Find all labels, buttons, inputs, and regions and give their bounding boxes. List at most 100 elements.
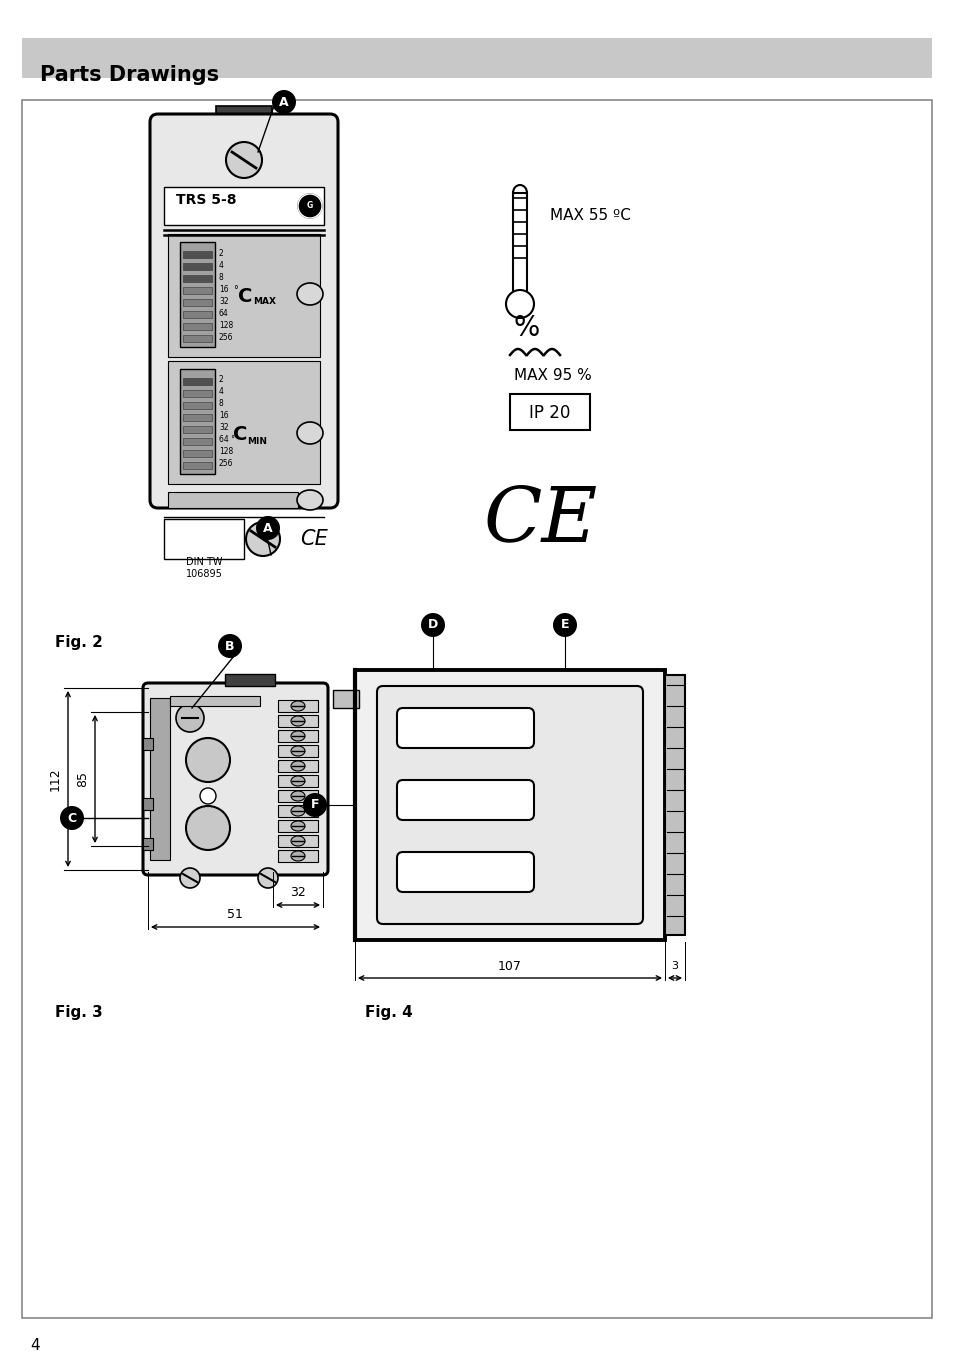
Text: 51: 51: [227, 909, 243, 922]
Text: Fig. 4: Fig. 4: [365, 1005, 413, 1019]
Text: MIN: MIN: [247, 437, 267, 446]
FancyBboxPatch shape: [277, 700, 317, 713]
FancyBboxPatch shape: [225, 675, 274, 685]
FancyBboxPatch shape: [277, 730, 317, 742]
FancyBboxPatch shape: [277, 775, 317, 787]
FancyBboxPatch shape: [277, 790, 317, 802]
Circle shape: [255, 516, 280, 539]
FancyBboxPatch shape: [183, 299, 212, 306]
FancyBboxPatch shape: [183, 450, 212, 457]
Text: 32: 32: [219, 296, 229, 306]
FancyBboxPatch shape: [396, 852, 534, 892]
FancyBboxPatch shape: [277, 760, 317, 772]
Circle shape: [186, 738, 230, 781]
Text: Fig. 2: Fig. 2: [55, 635, 103, 650]
FancyBboxPatch shape: [168, 234, 319, 357]
FancyBboxPatch shape: [170, 696, 260, 706]
Circle shape: [257, 868, 277, 888]
Circle shape: [303, 794, 327, 817]
FancyBboxPatch shape: [143, 838, 152, 850]
Ellipse shape: [291, 791, 305, 800]
Ellipse shape: [291, 836, 305, 846]
FancyBboxPatch shape: [183, 251, 212, 258]
Text: 64: 64: [219, 308, 229, 318]
Text: MAX: MAX: [253, 297, 275, 307]
FancyBboxPatch shape: [183, 389, 212, 397]
FancyBboxPatch shape: [22, 100, 931, 1318]
Text: MAX 55 ºC: MAX 55 ºC: [550, 207, 630, 223]
FancyBboxPatch shape: [143, 798, 152, 810]
FancyBboxPatch shape: [150, 114, 337, 508]
FancyBboxPatch shape: [164, 519, 244, 558]
FancyBboxPatch shape: [183, 402, 212, 410]
Text: A: A: [263, 522, 273, 534]
Text: Parts Drawings: Parts Drawings: [40, 65, 219, 85]
Text: 107: 107: [497, 960, 521, 972]
Text: 2: 2: [219, 376, 224, 384]
FancyBboxPatch shape: [183, 414, 212, 420]
Text: CE: CE: [482, 483, 597, 557]
Text: °: °: [233, 285, 237, 295]
FancyBboxPatch shape: [396, 708, 534, 748]
Text: 8: 8: [219, 273, 224, 281]
Circle shape: [218, 634, 242, 658]
Text: %: %: [514, 314, 539, 342]
Text: 85: 85: [76, 771, 89, 787]
FancyBboxPatch shape: [277, 804, 317, 817]
FancyBboxPatch shape: [183, 287, 212, 293]
Text: D: D: [428, 618, 437, 631]
Text: 4: 4: [219, 261, 224, 269]
Ellipse shape: [291, 731, 305, 741]
FancyBboxPatch shape: [277, 850, 317, 863]
Ellipse shape: [291, 761, 305, 771]
Circle shape: [226, 142, 262, 178]
Text: 32: 32: [290, 887, 306, 899]
Text: A: A: [279, 96, 289, 108]
Ellipse shape: [291, 700, 305, 711]
Text: Fig. 3: Fig. 3: [55, 1005, 103, 1019]
FancyBboxPatch shape: [376, 685, 642, 923]
Text: TRS 5-8: TRS 5-8: [175, 193, 236, 207]
FancyBboxPatch shape: [164, 187, 324, 224]
Ellipse shape: [296, 489, 323, 510]
FancyBboxPatch shape: [510, 393, 589, 430]
Text: 32: 32: [219, 423, 229, 433]
Text: 16: 16: [219, 284, 229, 293]
Text: 256: 256: [219, 460, 233, 469]
Circle shape: [175, 704, 204, 731]
Circle shape: [200, 788, 215, 804]
Text: C: C: [233, 426, 247, 445]
FancyBboxPatch shape: [355, 671, 664, 940]
Ellipse shape: [291, 717, 305, 726]
Text: 64 °: 64 °: [219, 435, 234, 445]
FancyBboxPatch shape: [396, 780, 534, 821]
FancyBboxPatch shape: [143, 738, 152, 750]
Circle shape: [272, 91, 295, 114]
FancyBboxPatch shape: [183, 311, 212, 318]
FancyBboxPatch shape: [183, 438, 212, 445]
Text: G: G: [307, 201, 313, 211]
Text: 112: 112: [49, 767, 62, 791]
Circle shape: [420, 612, 444, 637]
Ellipse shape: [296, 283, 323, 306]
Text: 16: 16: [219, 411, 229, 420]
Text: 128: 128: [219, 448, 233, 457]
FancyBboxPatch shape: [277, 745, 317, 757]
Ellipse shape: [291, 806, 305, 817]
Ellipse shape: [296, 422, 323, 443]
FancyBboxPatch shape: [180, 369, 214, 475]
FancyBboxPatch shape: [513, 193, 526, 295]
FancyBboxPatch shape: [150, 698, 170, 860]
FancyBboxPatch shape: [183, 462, 212, 469]
Text: 256: 256: [219, 333, 233, 342]
FancyBboxPatch shape: [183, 335, 212, 342]
FancyBboxPatch shape: [277, 821, 317, 831]
Ellipse shape: [291, 850, 305, 861]
Text: 3: 3: [671, 961, 678, 971]
Circle shape: [246, 522, 280, 556]
FancyBboxPatch shape: [180, 242, 214, 347]
FancyBboxPatch shape: [215, 105, 272, 120]
FancyBboxPatch shape: [333, 690, 358, 708]
Text: 2: 2: [219, 249, 224, 257]
Text: MAX 95 %: MAX 95 %: [514, 368, 591, 383]
